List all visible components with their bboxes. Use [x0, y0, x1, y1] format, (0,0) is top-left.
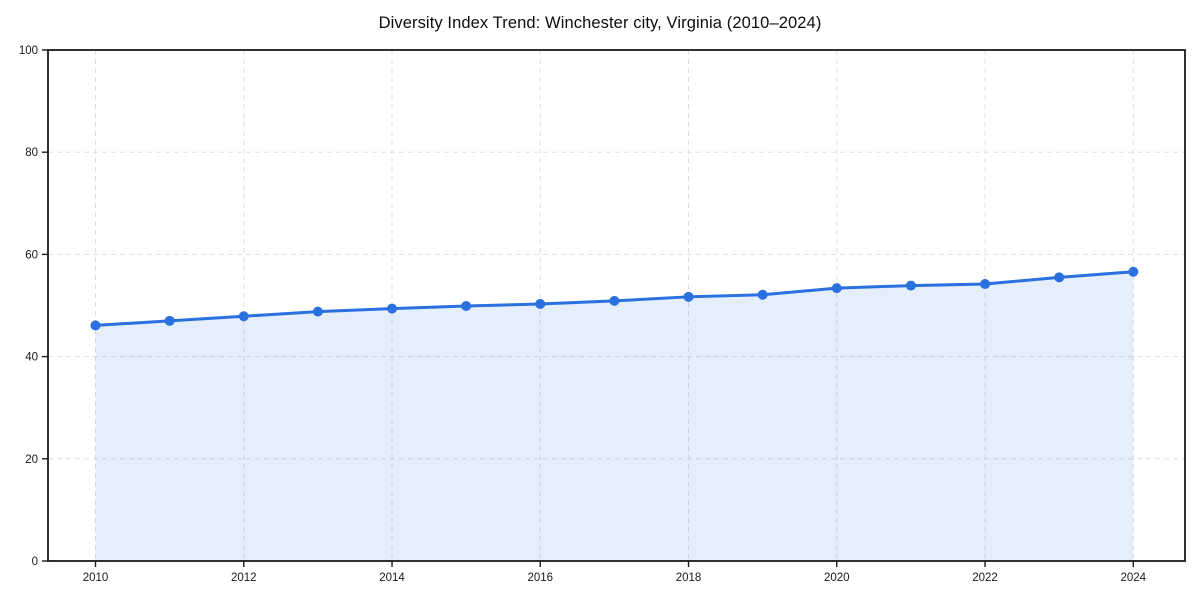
- chart-title: Diversity Index Trend: Winchester city, …: [378, 14, 822, 32]
- data-point-2019: [757, 289, 768, 300]
- x-tick-label: 2010: [83, 572, 109, 584]
- data-point-2023: [1054, 272, 1065, 283]
- y-tick-label: 20: [25, 454, 38, 466]
- data-point-2016: [535, 298, 546, 309]
- data-point-2010: [90, 320, 101, 331]
- x-tick-label: 2020: [824, 572, 850, 584]
- y-tick-label: 0: [32, 556, 38, 568]
- data-point-2014: [387, 303, 398, 314]
- y-tick-label: 80: [25, 147, 38, 159]
- data-point-2013: [312, 306, 323, 317]
- data-point-2012: [238, 311, 249, 322]
- plot-border: [47, 49, 1186, 562]
- data-point-2020: [831, 283, 842, 294]
- data-point-2018: [683, 291, 694, 302]
- data-point-2015: [461, 301, 472, 312]
- data-point-2022: [980, 279, 991, 290]
- x-tick-label: 2012: [231, 572, 257, 584]
- data-point-2021: [905, 280, 916, 291]
- data-point-2024: [1128, 266, 1139, 277]
- data-point-2017: [609, 295, 620, 306]
- x-tick-label: 2014: [379, 572, 405, 584]
- area-fill: [95, 271, 1134, 561]
- x-tick-label: 2018: [676, 572, 702, 584]
- x-tick-label: 2024: [1121, 572, 1147, 584]
- data-point-2011: [164, 315, 175, 326]
- y-tick-label: 40: [25, 352, 38, 364]
- x-tick-label: 2016: [527, 572, 553, 584]
- y-tick-label: 100: [19, 45, 38, 57]
- y-tick-label: 60: [25, 249, 38, 261]
- x-tick-label: 2022: [972, 572, 998, 584]
